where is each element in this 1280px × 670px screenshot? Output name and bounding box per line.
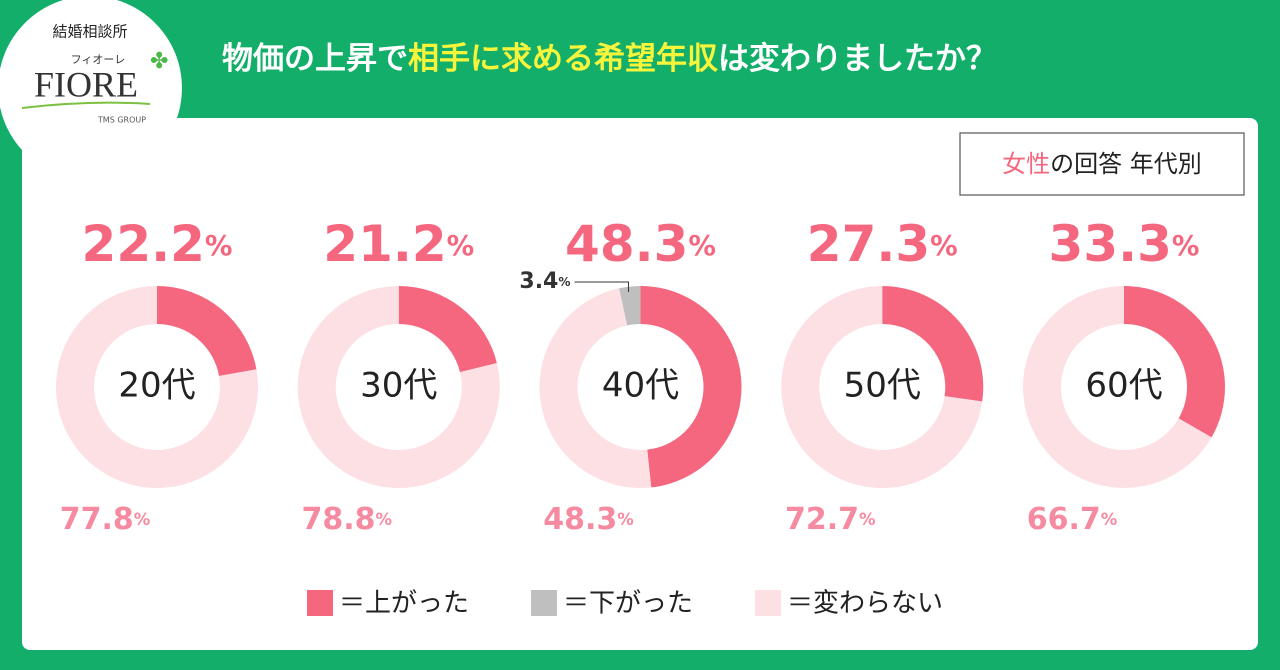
donut-slice — [56, 286, 259, 488]
value-label: 3.4% — [519, 269, 570, 294]
donut-slice — [297, 286, 500, 488]
logo-group: TMS GROUP — [97, 116, 146, 125]
donut-slice — [398, 286, 497, 373]
leader-line — [574, 281, 629, 292]
value-label: 27.3% — [807, 215, 958, 273]
title-part: 物価の上昇で — [222, 41, 408, 77]
donut-slice — [539, 288, 652, 488]
logo-swoosh — [21, 101, 151, 109]
value-label: 66.7% — [1027, 502, 1118, 537]
value-label: 78.8% — [301, 502, 392, 537]
donut-center-label: 50代 — [844, 366, 921, 406]
logo-kana: フィオーレ — [71, 53, 126, 66]
value-label: 22.2% — [82, 215, 233, 273]
legend-swatch — [531, 590, 557, 616]
donut-center-label: 60代 — [1085, 366, 1162, 406]
donut-slice — [619, 286, 641, 326]
donut-center-label: 30代 — [360, 366, 437, 406]
value-label: 77.8% — [60, 502, 151, 537]
value-label: 48.3% — [543, 502, 634, 537]
legend-swatch — [307, 590, 333, 616]
title-part: 相手に求める希望年収 — [408, 41, 718, 77]
donut-center-label: 40代 — [602, 366, 679, 406]
value-label: 21.2% — [323, 215, 474, 273]
value-label: 33.3% — [1049, 215, 1200, 273]
donut-slice — [1124, 286, 1225, 438]
badge-text: 女性の回答 年代別 — [1002, 150, 1202, 178]
legend-label: ＝下がった — [563, 589, 693, 619]
badge-part: 女性 — [1002, 150, 1050, 178]
legend-swatch — [755, 590, 781, 616]
panel — [22, 118, 1258, 650]
legend-label: ＝上がった — [339, 589, 469, 619]
donut-slice — [781, 286, 983, 488]
donut-center-label: 20代 — [118, 366, 195, 406]
logo-name: FIORE — [34, 64, 138, 104]
value-label: 72.7% — [785, 502, 876, 537]
donut-slice — [882, 286, 984, 402]
logo-circle — [0, 0, 182, 180]
badge-part: の回答 年代別 — [1050, 150, 1202, 178]
donut-slice — [157, 286, 257, 376]
chart-title: 物価の上昇で相手に求める希望年収は変わりましたか？ — [222, 41, 997, 77]
value-label: 48.3% — [565, 215, 716, 273]
donut-slice — [1022, 286, 1212, 488]
donut-slice — [640, 286, 742, 488]
legend-label: ＝変わらない — [787, 589, 943, 619]
title-part: は変わりましたか？ — [718, 41, 997, 77]
logo-clover: ✤ — [150, 49, 168, 74]
badge — [959, 132, 1245, 196]
logo-caption: 結婚相談所 — [52, 23, 127, 41]
